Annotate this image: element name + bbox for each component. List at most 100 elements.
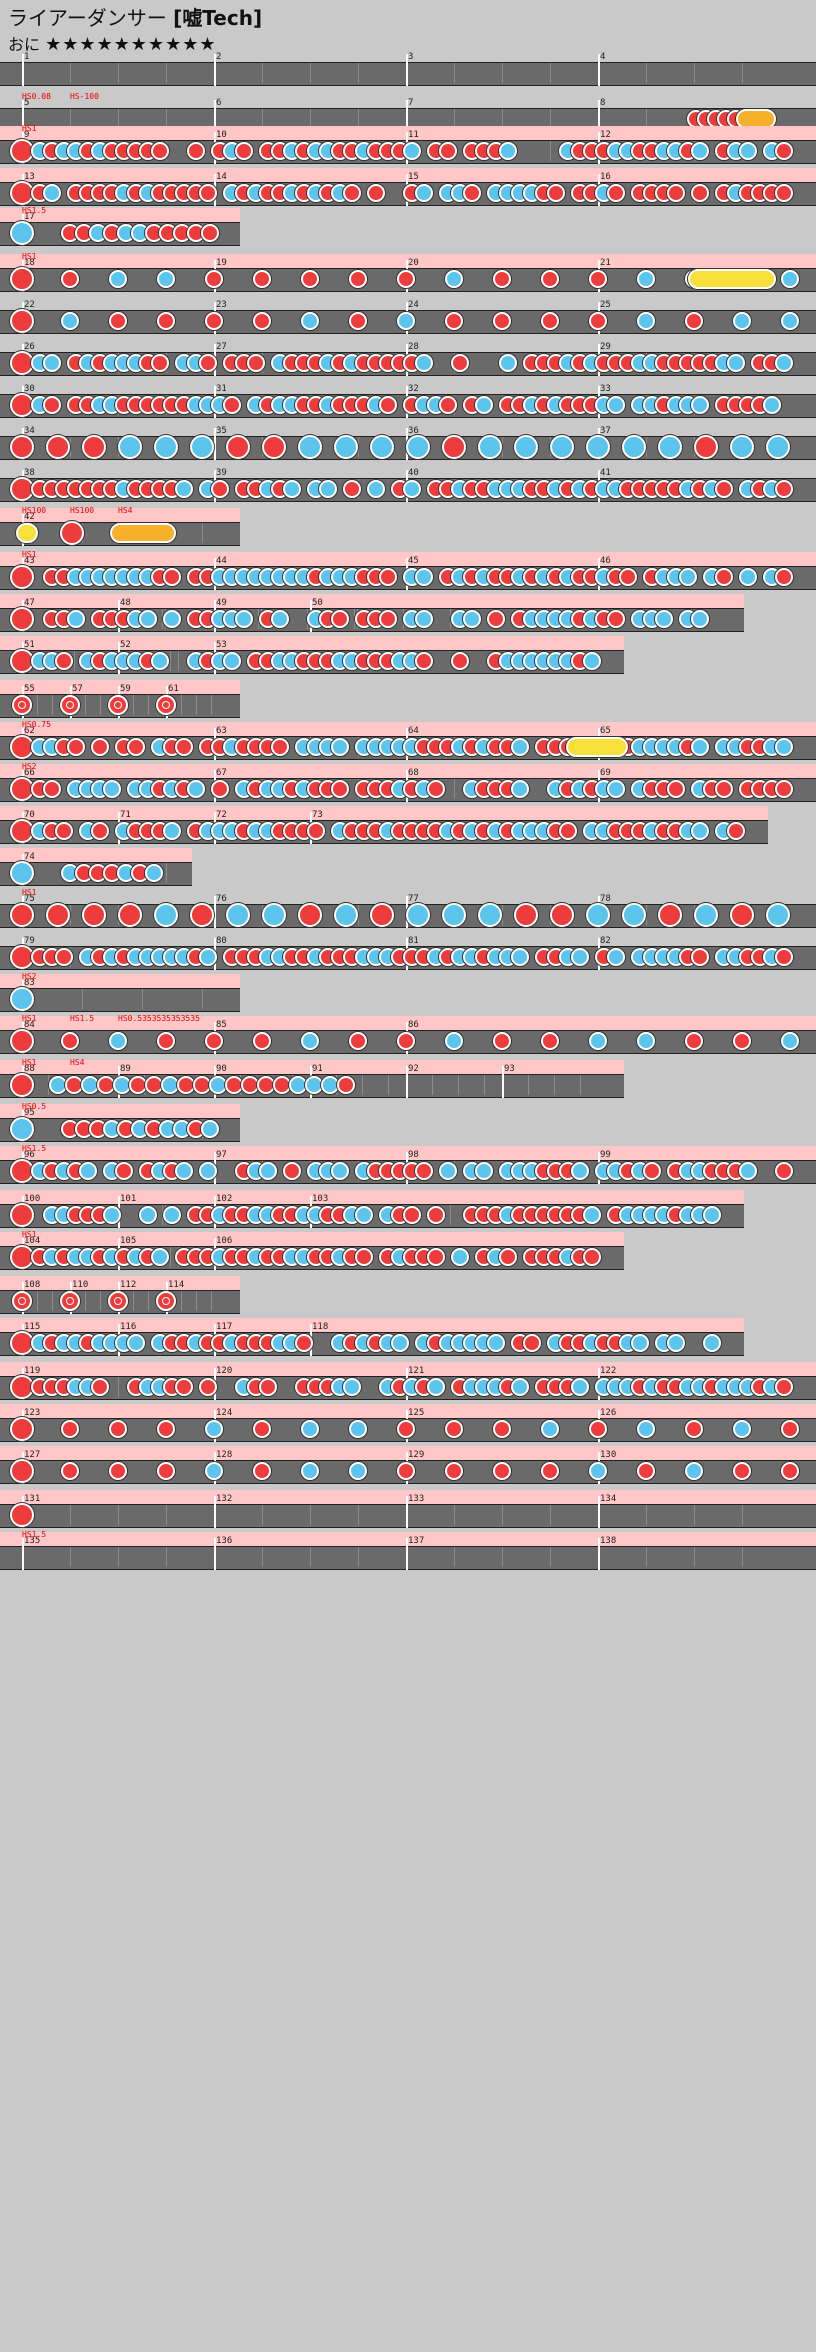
chart-row: 42 HS100 HS100 HS4 [0, 506, 240, 548]
don-note [691, 184, 709, 202]
measure-number: 108 [24, 1280, 41, 1290]
ka-note [109, 270, 127, 288]
ka-note [10, 1117, 34, 1141]
beat-line [166, 863, 167, 883]
measure-number: 53 [216, 640, 227, 650]
measure-number: 127 [24, 1450, 41, 1460]
measure-number: 69 [600, 768, 611, 778]
balloon-note [12, 1291, 32, 1311]
highlight-band [0, 552, 816, 566]
don-note [190, 903, 214, 927]
measure-number: 122 [600, 1366, 617, 1376]
don-note [343, 184, 361, 202]
don-note [201, 224, 219, 242]
beat-line [432, 1075, 433, 1095]
beat-line [100, 1291, 101, 1311]
ka-note [733, 312, 751, 330]
don-note [10, 903, 34, 927]
measure-number: 114 [168, 1280, 185, 1290]
chart-row: 34 35 36 37 [0, 422, 816, 462]
chart-row: 95 HS0.5 [0, 1102, 240, 1144]
ka-note [199, 948, 217, 966]
ka-note [781, 270, 799, 288]
don-note [451, 652, 469, 670]
beat-line [142, 989, 143, 1009]
chart-row: 127 128 129 130 [0, 1446, 816, 1486]
beat-line [166, 1547, 167, 1567]
measure-number: 41 [600, 468, 611, 478]
measure-number: 27 [216, 342, 227, 352]
ka-note [259, 1162, 277, 1180]
chart-row: 96 97 98 99 HS1.5 [0, 1144, 816, 1186]
don-note [667, 184, 685, 202]
measure-number: 99 [600, 1150, 611, 1160]
measure-number: 103 [312, 1194, 329, 1204]
track [0, 62, 816, 86]
ka-note [355, 1206, 373, 1224]
beat-line [449, 1205, 451, 1225]
ka-note [190, 435, 214, 459]
don-note [349, 312, 367, 330]
beat-line [70, 905, 71, 925]
ka-note [463, 610, 481, 628]
ka-note [679, 568, 697, 586]
speed-label: HS1 [22, 124, 37, 133]
ka-note [349, 1420, 367, 1438]
ka-note [685, 1462, 703, 1480]
beat-line [358, 109, 359, 129]
highlight-band [0, 636, 624, 650]
don-note [253, 1462, 271, 1480]
don-note [10, 1503, 34, 1527]
ka-note [622, 435, 646, 459]
song-name: ライアーダンサー [8, 6, 167, 30]
don-note [775, 1162, 793, 1180]
don-note [10, 1459, 34, 1483]
ka-note [514, 435, 538, 459]
don-note [55, 822, 73, 840]
ka-note [175, 1162, 193, 1180]
don-note [157, 312, 175, 330]
beat-line [257, 609, 259, 629]
don-note [10, 267, 34, 291]
measure-number: 129 [408, 1450, 425, 1460]
don-note [331, 610, 349, 628]
speed-label: HS1 [22, 1014, 37, 1023]
barline [22, 100, 24, 132]
chart-row: 47 48 49 50 [0, 594, 744, 634]
ka-note [109, 1032, 127, 1050]
ka-note [79, 1162, 97, 1180]
ka-note [154, 903, 178, 927]
ka-note [331, 738, 349, 756]
beat-line [262, 109, 263, 129]
speed-label: HS100 [22, 506, 47, 515]
ka-note [67, 610, 85, 628]
measure-number: 82 [600, 936, 611, 946]
don-note [109, 312, 127, 330]
ka-note [475, 1162, 493, 1180]
ka-note [145, 864, 163, 882]
ka-note [151, 1248, 169, 1266]
beat-line [166, 1505, 167, 1525]
measure-number: 31 [216, 384, 227, 394]
measure-number: 29 [600, 342, 611, 352]
don-note [397, 1462, 415, 1480]
chart-row: 131 132 133 134 [0, 1490, 816, 1530]
don-note [589, 1420, 607, 1438]
beat-line [85, 695, 86, 715]
measure-number: 70 [24, 810, 35, 820]
measure-number: 24 [408, 300, 419, 310]
difficulty-row: おに ★★★★★★★★★★ [8, 32, 262, 58]
measure-number: 59 [120, 684, 131, 694]
measure-number: 14 [216, 172, 227, 182]
beat-line [70, 1505, 71, 1525]
ka-note [703, 1206, 721, 1224]
ka-note [406, 903, 430, 927]
don-note [397, 1420, 415, 1438]
ka-note [499, 354, 517, 372]
highlight-band [0, 1318, 744, 1332]
don-note [349, 1032, 367, 1050]
don-note [667, 780, 685, 798]
measure-number: 73 [312, 810, 323, 820]
speed-label: HS1.5 [22, 1530, 47, 1539]
